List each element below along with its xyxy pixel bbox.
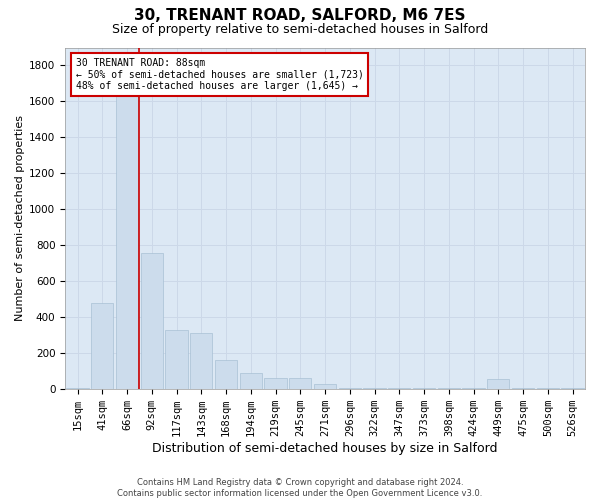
- Bar: [67, 388, 89, 389]
- Bar: [388, 388, 410, 389]
- Bar: [338, 388, 361, 389]
- Text: Contains HM Land Registry data © Crown copyright and database right 2024.
Contai: Contains HM Land Registry data © Crown c…: [118, 478, 482, 498]
- Bar: [413, 388, 435, 389]
- Bar: [239, 373, 262, 389]
- Bar: [487, 380, 509, 389]
- Bar: [166, 330, 188, 389]
- Bar: [91, 303, 113, 389]
- Bar: [289, 378, 311, 389]
- Bar: [463, 388, 485, 389]
- Bar: [364, 388, 386, 389]
- Bar: [438, 388, 460, 389]
- Bar: [116, 80, 138, 389]
- X-axis label: Distribution of semi-detached houses by size in Salford: Distribution of semi-detached houses by …: [152, 442, 498, 455]
- Bar: [314, 384, 336, 389]
- Text: Size of property relative to semi-detached houses in Salford: Size of property relative to semi-detach…: [112, 22, 488, 36]
- Bar: [512, 388, 534, 389]
- Bar: [562, 388, 584, 389]
- Bar: [265, 378, 287, 389]
- Bar: [190, 334, 212, 389]
- Text: 30 TRENANT ROAD: 88sqm
← 50% of semi-detached houses are smaller (1,723)
48% of : 30 TRENANT ROAD: 88sqm ← 50% of semi-det…: [76, 58, 364, 91]
- Bar: [215, 360, 237, 389]
- Bar: [537, 388, 559, 389]
- Bar: [140, 252, 163, 389]
- Text: 30, TRENANT ROAD, SALFORD, M6 7ES: 30, TRENANT ROAD, SALFORD, M6 7ES: [134, 8, 466, 22]
- Y-axis label: Number of semi-detached properties: Number of semi-detached properties: [15, 116, 25, 322]
